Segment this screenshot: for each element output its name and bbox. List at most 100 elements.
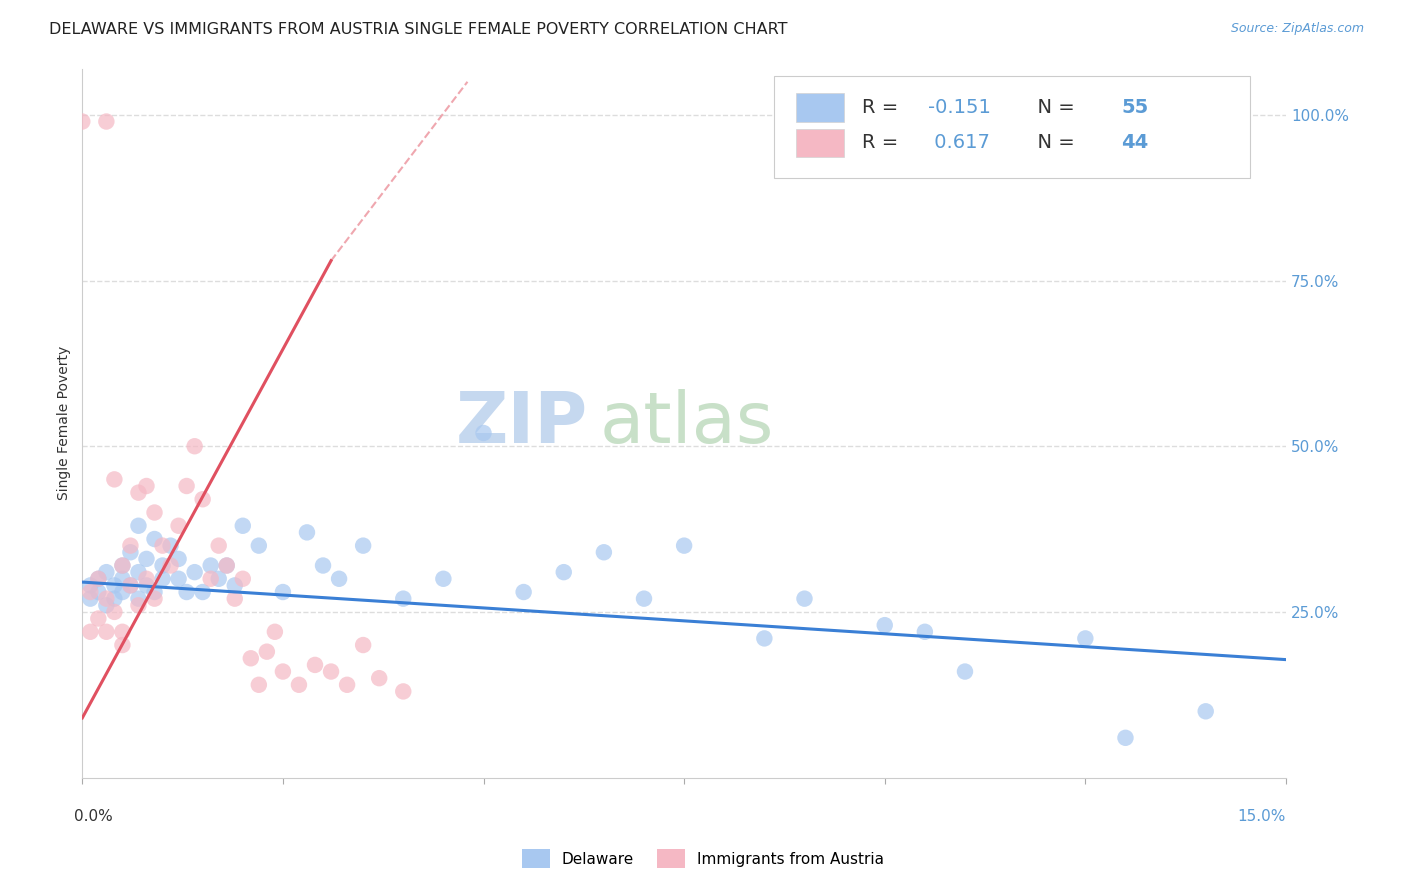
- Point: [111, 572, 134, 586]
- Point: [1195, 704, 1218, 718]
- Text: atlas: atlas: [600, 389, 775, 458]
- Point: [72, 114, 94, 128]
- Point: [159, 558, 181, 573]
- Point: [176, 585, 198, 599]
- Point: [79, 624, 101, 639]
- Point: [135, 479, 157, 493]
- Text: -0.151: -0.151: [928, 98, 991, 117]
- Point: [553, 565, 575, 579]
- Point: [352, 638, 374, 652]
- Point: [87, 611, 110, 625]
- Point: [191, 492, 214, 507]
- Point: [120, 545, 142, 559]
- Point: [135, 578, 157, 592]
- Point: [152, 572, 174, 586]
- Point: [167, 552, 190, 566]
- Point: [143, 532, 166, 546]
- Point: [239, 651, 262, 665]
- Point: [247, 678, 270, 692]
- Point: [96, 114, 118, 128]
- Point: [152, 558, 174, 573]
- Point: [232, 518, 254, 533]
- Point: [120, 539, 142, 553]
- Point: [159, 539, 181, 553]
- Point: [914, 624, 936, 639]
- Point: [1114, 731, 1136, 745]
- Y-axis label: Single Female Poverty: Single Female Poverty: [58, 346, 72, 500]
- Point: [873, 618, 896, 632]
- Point: [295, 525, 318, 540]
- Point: [673, 539, 696, 553]
- FancyBboxPatch shape: [796, 128, 844, 157]
- Point: [135, 552, 157, 566]
- Point: [127, 565, 149, 579]
- Point: [103, 472, 125, 486]
- Point: [87, 572, 110, 586]
- Point: [754, 632, 776, 646]
- Point: [224, 578, 246, 592]
- Point: [96, 565, 118, 579]
- Point: [288, 678, 311, 692]
- Point: [111, 638, 134, 652]
- Point: [512, 585, 534, 599]
- Point: [633, 591, 655, 606]
- Point: [264, 624, 287, 639]
- Point: [208, 572, 231, 586]
- Point: [953, 665, 976, 679]
- Point: [103, 605, 125, 619]
- Point: [176, 479, 198, 493]
- Point: [368, 671, 391, 685]
- Point: [392, 591, 415, 606]
- Point: [96, 591, 118, 606]
- Text: Source: ZipAtlas.com: Source: ZipAtlas.com: [1230, 22, 1364, 36]
- Point: [593, 545, 616, 559]
- Legend: Delaware, Immigrants from Austria: Delaware, Immigrants from Austria: [515, 841, 891, 875]
- Point: [352, 539, 374, 553]
- Point: [152, 539, 174, 553]
- Point: [247, 539, 270, 553]
- Point: [256, 645, 278, 659]
- Point: [87, 585, 110, 599]
- Point: [127, 599, 149, 613]
- Text: 44: 44: [1121, 134, 1149, 153]
- Point: [120, 578, 142, 592]
- Point: [200, 572, 222, 586]
- Point: [127, 485, 149, 500]
- Point: [392, 684, 415, 698]
- Point: [271, 585, 294, 599]
- Point: [111, 585, 134, 599]
- Point: [167, 518, 190, 533]
- Point: [432, 572, 454, 586]
- Point: [103, 578, 125, 592]
- FancyBboxPatch shape: [775, 76, 1250, 178]
- Text: 55: 55: [1121, 98, 1149, 117]
- Point: [167, 572, 190, 586]
- Text: 15.0%: 15.0%: [1237, 809, 1286, 824]
- Point: [328, 572, 350, 586]
- Point: [96, 599, 118, 613]
- Text: 0.0%: 0.0%: [75, 809, 112, 824]
- Point: [96, 624, 118, 639]
- Text: 0.617: 0.617: [928, 134, 990, 153]
- Point: [793, 591, 815, 606]
- Point: [143, 506, 166, 520]
- Point: [143, 585, 166, 599]
- Point: [1074, 632, 1097, 646]
- Point: [120, 578, 142, 592]
- Text: N =: N =: [1025, 98, 1081, 117]
- Point: [200, 558, 222, 573]
- Point: [79, 585, 101, 599]
- Point: [215, 558, 238, 573]
- Point: [472, 425, 495, 440]
- Point: [127, 591, 149, 606]
- Point: [336, 678, 359, 692]
- Point: [183, 565, 205, 579]
- Point: [111, 558, 134, 573]
- Point: [79, 591, 101, 606]
- Point: [87, 572, 110, 586]
- Point: [183, 439, 205, 453]
- Text: DELAWARE VS IMMIGRANTS FROM AUSTRIA SINGLE FEMALE POVERTY CORRELATION CHART: DELAWARE VS IMMIGRANTS FROM AUSTRIA SING…: [49, 22, 787, 37]
- Point: [319, 665, 342, 679]
- Point: [79, 578, 101, 592]
- Point: [191, 585, 214, 599]
